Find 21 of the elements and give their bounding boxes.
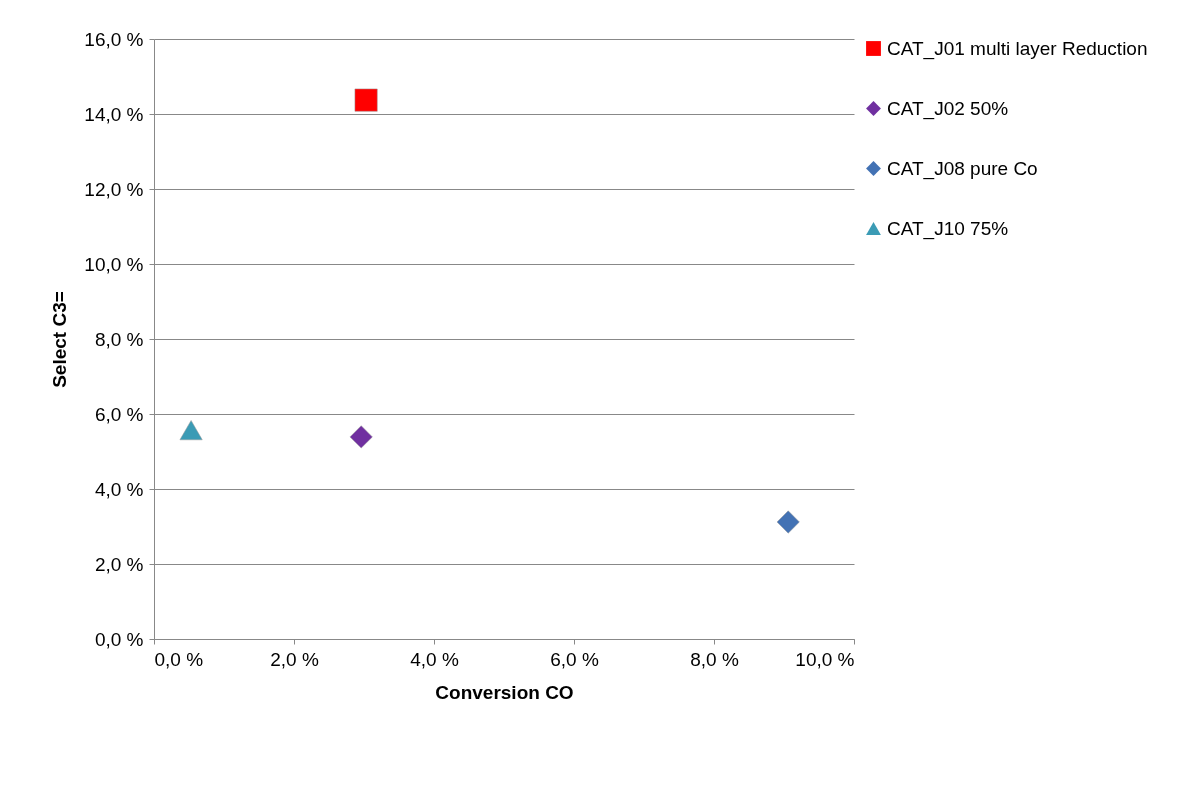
legend-label: CAT_J01 multi layer Reduction xyxy=(887,37,1148,60)
y-tick-label: 4,0 % xyxy=(94,478,144,500)
x-tick-label: 10,0 % xyxy=(795,648,855,670)
y-axis-title: Select C3= xyxy=(49,291,71,388)
y-tick-label: 8,0 % xyxy=(94,328,144,350)
x-tick-label: 6,0 % xyxy=(550,648,599,670)
y-tick-label: 10,0 % xyxy=(84,253,144,275)
x-tick-label: 4,0 % xyxy=(410,648,459,670)
legend-label: CAT_J08 pure Co xyxy=(887,157,1038,180)
y-tick-label: 12,0 % xyxy=(84,178,144,200)
y-tick-label: 6,0 % xyxy=(94,403,144,425)
x-tick-label: 0,0 % xyxy=(154,648,204,670)
y-tick-label: 14,0 % xyxy=(84,103,144,125)
x-tick-label: 8,0 % xyxy=(690,648,739,670)
x-axis-title: Conversion CO xyxy=(435,681,574,703)
legend-label: CAT_J02 50% xyxy=(887,97,1009,120)
y-tick-label: 16,0 % xyxy=(84,28,144,50)
legend-label: CAT_J10 75% xyxy=(887,217,1009,240)
x-tick-label: 2,0 % xyxy=(270,648,319,670)
y-tick-label: 2,0 % xyxy=(94,553,144,575)
y-tick-label: 0,0 % xyxy=(94,628,144,650)
